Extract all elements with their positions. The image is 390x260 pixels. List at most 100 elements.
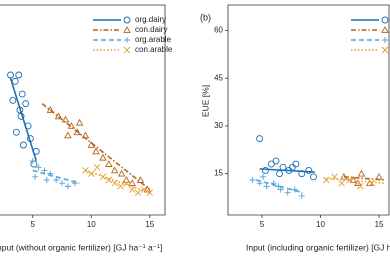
point (331, 173, 338, 181)
x-tick-label: 10 (316, 220, 325, 229)
point (29, 157, 36, 164)
point (64, 131, 72, 139)
point (18, 90, 26, 98)
point (7, 71, 14, 79)
point (19, 141, 27, 149)
point (92, 147, 100, 155)
point (12, 128, 20, 136)
point (267, 160, 275, 168)
point (272, 157, 280, 165)
x-axis-label: Input (including organic fertilizer) [GJ… (246, 242, 390, 252)
panel-label: (b) (200, 12, 211, 22)
x-tick-label: 5 (31, 220, 36, 229)
point (338, 179, 345, 187)
y-tick-label: 30 (214, 121, 223, 130)
point (61, 115, 70, 123)
legend-marker (381, 16, 389, 24)
legend-label: con.arable (135, 45, 173, 54)
point (117, 183, 124, 190)
point (368, 179, 376, 187)
point (46, 106, 55, 113)
y-tick-label: 15 (214, 169, 223, 178)
point (35, 164, 42, 171)
point (9, 97, 17, 104)
point (323, 176, 330, 184)
legend-marker (123, 46, 131, 54)
y-axis-label: EUE [%] (200, 85, 210, 117)
point (354, 179, 362, 187)
fit-line (326, 177, 385, 184)
point (123, 179, 130, 187)
axis-box (227, 4, 390, 216)
legend-label: org.dairy (135, 15, 166, 24)
point (22, 100, 30, 108)
point (146, 189, 154, 197)
point (43, 177, 50, 183)
point (292, 160, 300, 168)
point (284, 189, 291, 196)
point (110, 166, 119, 174)
point (59, 180, 66, 187)
point (256, 135, 264, 143)
point (111, 179, 118, 187)
fit-line (259, 168, 315, 173)
x-tick-label: 15 (145, 220, 154, 229)
fit-line (41, 103, 151, 191)
fit-line (255, 179, 304, 194)
legend-marker (123, 16, 131, 24)
point (136, 176, 145, 183)
legend-marker (381, 26, 389, 33)
point (30, 160, 38, 168)
point (305, 167, 313, 174)
legend-label: con.dairy (135, 25, 167, 34)
y-tick-label: 45 (214, 73, 223, 82)
point (357, 169, 366, 177)
point (54, 112, 63, 120)
point (64, 183, 71, 190)
point (117, 169, 126, 177)
point (356, 183, 364, 190)
legend-label: org.arable (135, 35, 172, 44)
point (122, 176, 131, 183)
point (105, 160, 113, 167)
legend-marker (124, 37, 130, 43)
point (260, 173, 267, 180)
point (93, 163, 101, 171)
legend-marker (123, 26, 131, 33)
point (99, 153, 107, 161)
point (128, 186, 136, 193)
point (298, 192, 305, 199)
legend-marker (381, 46, 389, 54)
point (310, 173, 317, 181)
point (346, 176, 354, 184)
fit-line (343, 176, 385, 181)
point (105, 176, 113, 184)
x-tick-label: 10 (87, 220, 96, 229)
x-axis-label: Input (without organic fertilizer) [GJ h… (0, 242, 162, 252)
fit-line (85, 169, 151, 194)
point (75, 118, 84, 126)
x-tick-label: 5 (260, 220, 265, 229)
point (41, 167, 48, 174)
point (277, 186, 284, 193)
point (288, 163, 296, 171)
point (249, 177, 256, 183)
point (375, 172, 383, 180)
point (263, 183, 270, 190)
x-tick-label: 15 (375, 220, 384, 229)
axis-box (0, 4, 166, 216)
point (262, 167, 269, 174)
point (128, 179, 136, 187)
y-tick-label: 60 (214, 26, 223, 35)
fit-line (32, 169, 80, 184)
legend-marker (382, 37, 388, 43)
point (291, 186, 298, 193)
point (15, 71, 23, 79)
point (32, 173, 39, 180)
fit-line (9, 77, 38, 162)
point (11, 77, 19, 85)
point (134, 189, 142, 197)
point (53, 177, 60, 183)
point (276, 170, 283, 178)
